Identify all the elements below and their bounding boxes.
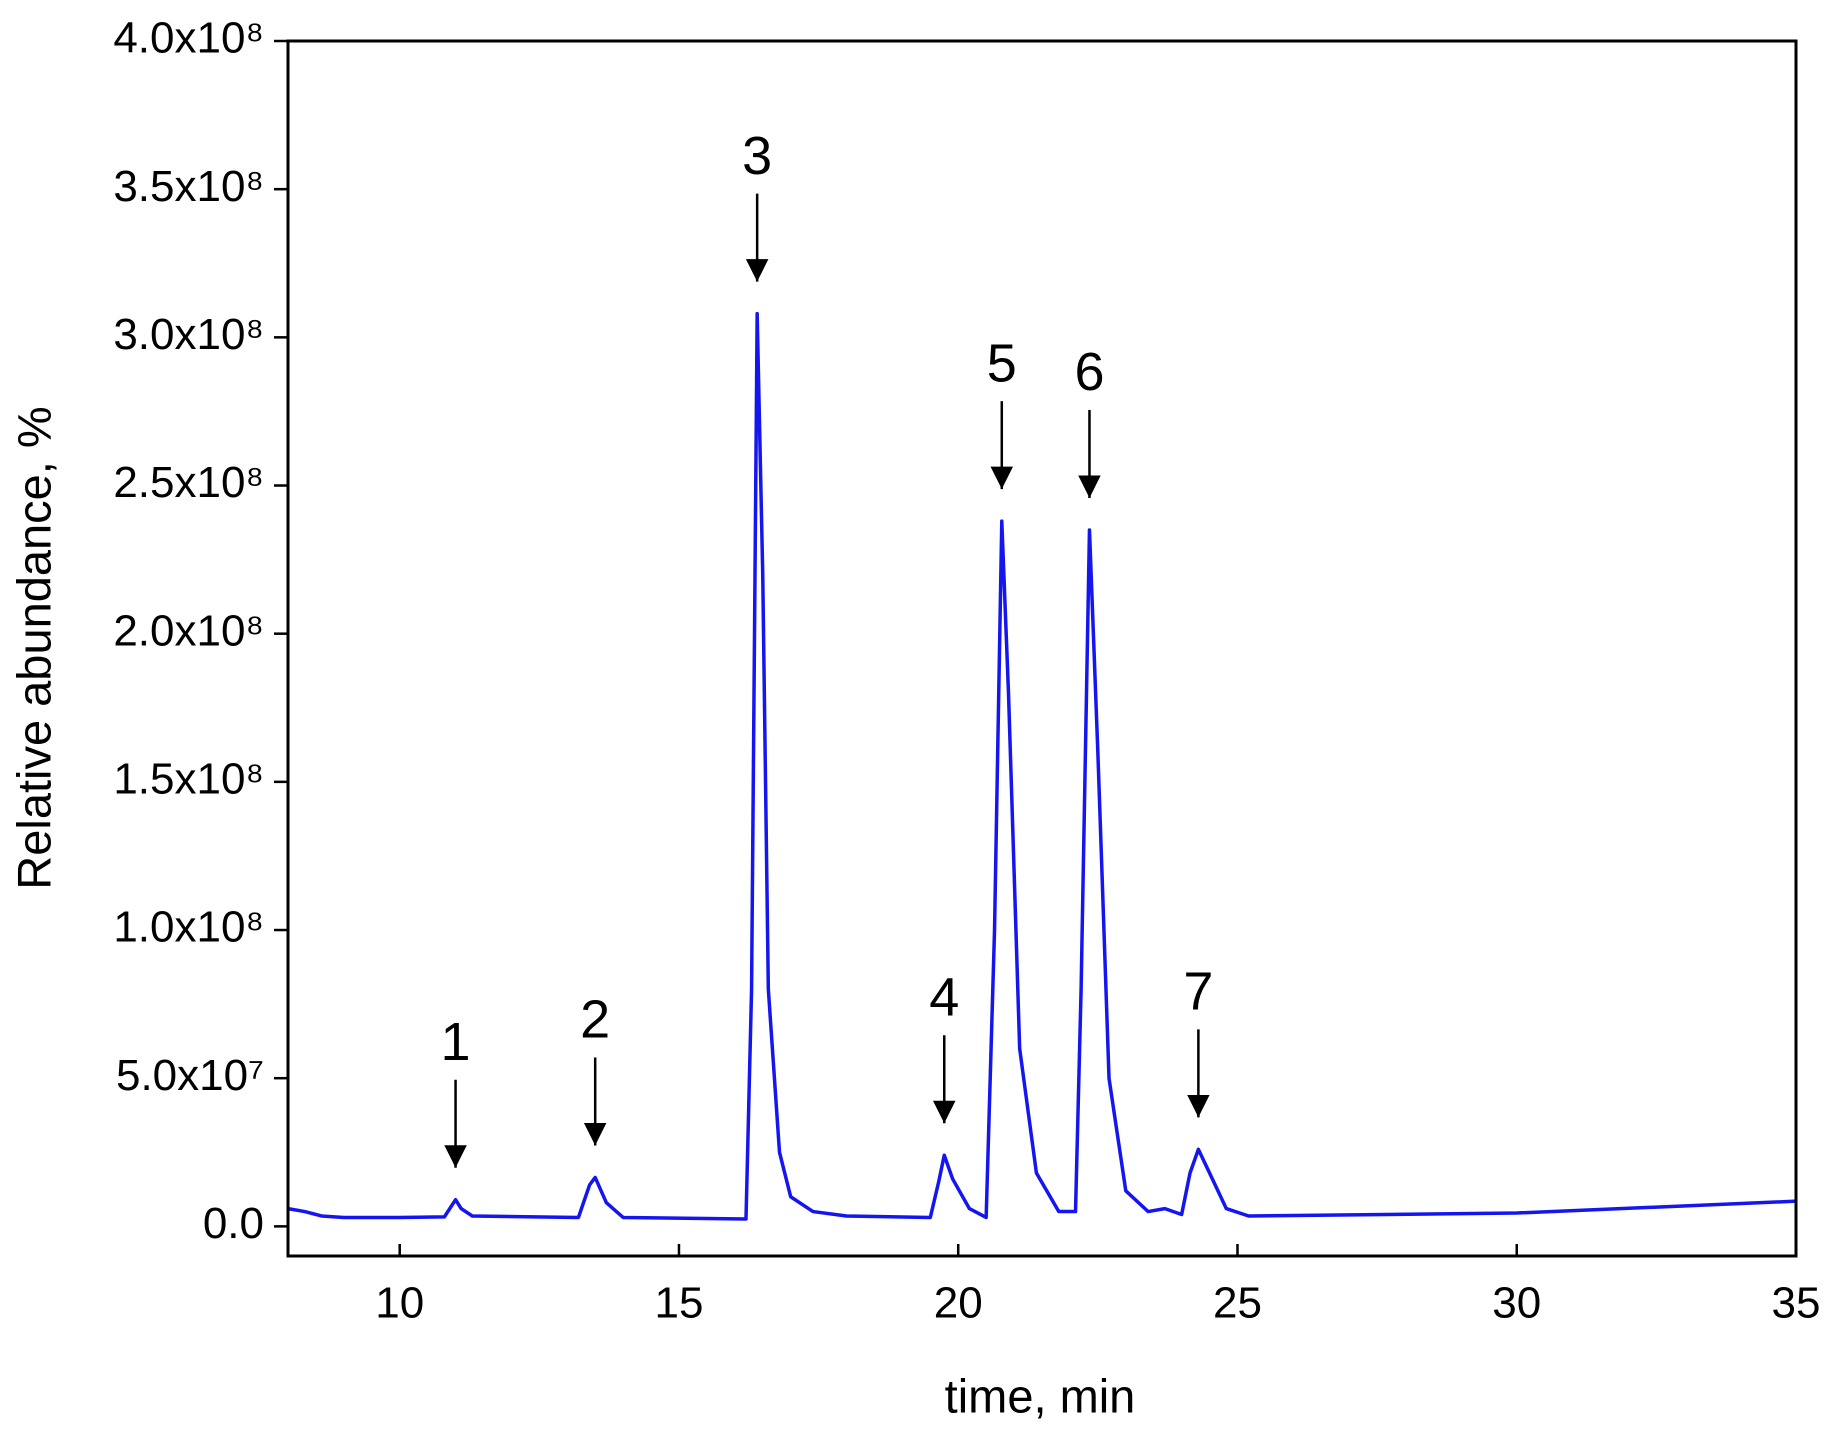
y-tick-label: 3.5x10⁸ xyxy=(113,162,264,211)
x-tick-label: 15 xyxy=(654,1279,703,1328)
annotation-label: 4 xyxy=(929,968,959,1028)
annotation-label: 1 xyxy=(441,1012,471,1072)
annotation-label: 6 xyxy=(1074,342,1104,402)
x-tick-label: 30 xyxy=(1492,1279,1541,1328)
annotation-label: 2 xyxy=(580,990,610,1050)
data-line xyxy=(287,311,1797,1221)
annotation-label: 3 xyxy=(742,126,772,186)
y-tick-label: 2.0x10⁸ xyxy=(113,606,264,655)
y-tick-label: 2.5x10⁸ xyxy=(113,458,264,507)
y-tick-label: 4.0x10⁸ xyxy=(113,14,264,63)
y-tick-label: 5.0x10⁷ xyxy=(116,1051,264,1100)
y-axis-label: Relative abundance, % xyxy=(7,406,60,889)
y-tick-label: 1.0x10⁸ xyxy=(113,903,264,952)
x-tick-label: 20 xyxy=(934,1279,983,1328)
annotation-label: 5 xyxy=(987,333,1017,393)
plot-frame xyxy=(286,39,1798,1258)
annotation-label: 7 xyxy=(1183,962,1213,1022)
x-tick-label: 35 xyxy=(1772,1279,1821,1328)
x-axis-label: time, min xyxy=(945,1369,1136,1422)
y-tick-label: 1.5x10⁸ xyxy=(113,754,264,803)
x-tick-label: 10 xyxy=(375,1279,424,1328)
y-tick-label: 3.0x10⁸ xyxy=(113,310,264,359)
x-tick-label: 25 xyxy=(1213,1279,1262,1328)
y-tick-label: 0.0 xyxy=(203,1199,264,1248)
